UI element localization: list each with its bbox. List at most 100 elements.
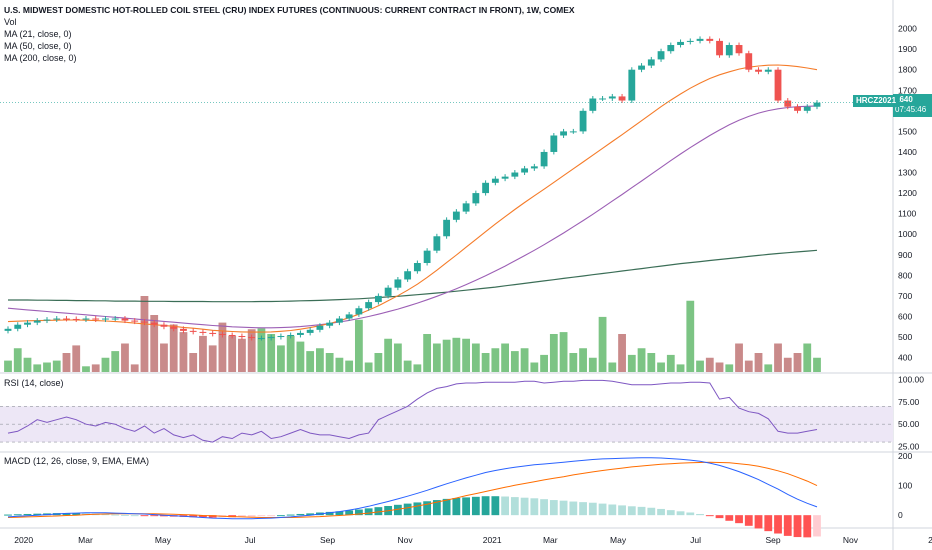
candle-body [521,168,529,173]
macd-histogram-bar [705,515,714,517]
volume-bar [345,360,354,372]
macd-histogram-bar [364,508,373,516]
price-tick-label: 1800 [898,65,917,75]
macd-tick-label: 0 [898,510,903,520]
rsi-tick-label: 100.00 [898,374,924,384]
volume-bar [111,351,120,372]
volume-bar [13,348,22,372]
volume-bar [267,334,276,372]
legend-ma200: MA (200, close, 0) [4,53,77,63]
volume-bar [72,345,81,372]
candle-body [677,41,684,46]
candle-body [267,337,275,339]
volume-bar [208,345,217,372]
volume-bar [647,353,656,372]
time-tick-label: 2021 [483,535,502,545]
candle-body [579,110,587,132]
candle-body [355,308,363,315]
macd-histogram-bar [696,513,704,516]
volume-bar [277,345,285,372]
volume-bar [423,334,432,372]
candle-body [238,336,246,338]
macd-histogram-bar [140,515,149,517]
price-tick-label: 1700 [898,85,917,95]
candle-body [472,193,480,204]
macd-histogram-bar [247,515,256,517]
candle-body [452,211,460,220]
volume-bar [432,343,441,372]
time-tick-label: 2022 [928,535,932,545]
time-tick-label: Mar [78,535,93,545]
macd-histogram-bar [286,514,295,516]
macd-histogram-bar [432,500,441,516]
macd-histogram-bar [23,513,32,516]
volume-bar [803,343,812,372]
volume-bar [725,364,734,372]
candle-body [150,322,158,325]
macd-histogram-bar [345,510,354,516]
macd-histogram-bar [618,505,626,516]
volume-bar [657,362,665,372]
macd-histogram-bar [130,515,139,517]
macd-histogram-bar [296,513,305,516]
volume-bar [676,364,685,372]
macd-histogram-bar [423,501,432,516]
candle-body [667,45,675,52]
candle-body [657,51,665,60]
rsi-line [7,379,818,443]
rsi-tick-label: 50.00 [898,419,920,429]
macd-histogram-bar [569,501,578,516]
volume-bar [569,353,578,372]
legend-ma21: MA (21, close, 0) [4,29,72,39]
volume-bar [160,343,168,372]
volume-bar [501,343,509,372]
volume-bar [481,353,490,372]
candle-body [511,172,519,177]
candle-body [219,333,226,335]
volume-bar [666,354,675,372]
price-tick-label: 1500 [898,126,917,136]
volume-bar [686,300,695,372]
candle-body [589,98,597,111]
volume-bar [579,348,587,372]
candle-body [24,322,31,325]
price-tick-label: 1400 [898,147,917,157]
time-tick-label: Sep [320,535,335,545]
time-tick-label: Sep [765,535,780,545]
macd-histogram-bar [462,497,471,516]
volume-bar [228,335,237,372]
candle-body [735,45,743,54]
time-tick-label: May [610,535,627,545]
candle-body [638,65,645,70]
volume-bar [735,343,743,372]
candle-body [540,151,548,167]
volume-bar [91,364,100,372]
macd-histogram-bar [559,500,568,516]
macd-histogram-bar [579,502,587,516]
candle-body [550,135,558,152]
candle-body [647,59,655,66]
macd-line [7,457,818,520]
volume-bar [23,357,32,372]
volume-bar [169,324,178,372]
macd-histogram-bar [62,513,71,516]
macd-histogram-bar [783,515,792,536]
candle-body [345,314,353,319]
volume-bar [452,337,461,372]
macd-histogram-bar [442,498,451,516]
candle-body [404,271,412,280]
volume-bar [33,364,42,372]
volume-bar [374,353,383,372]
volume-bar [316,348,324,372]
volume-bar [189,353,198,372]
macd-histogram-bar [686,512,695,516]
candle-body [774,69,782,101]
time-tick-label: Mar [543,535,558,545]
macd-histogram-bar [101,513,110,516]
volume-bar [491,348,500,372]
price-tag-value: 1640 [895,95,913,104]
macd-signal-line [7,461,818,518]
volume-bar [774,343,782,372]
volume-bar [793,353,802,372]
